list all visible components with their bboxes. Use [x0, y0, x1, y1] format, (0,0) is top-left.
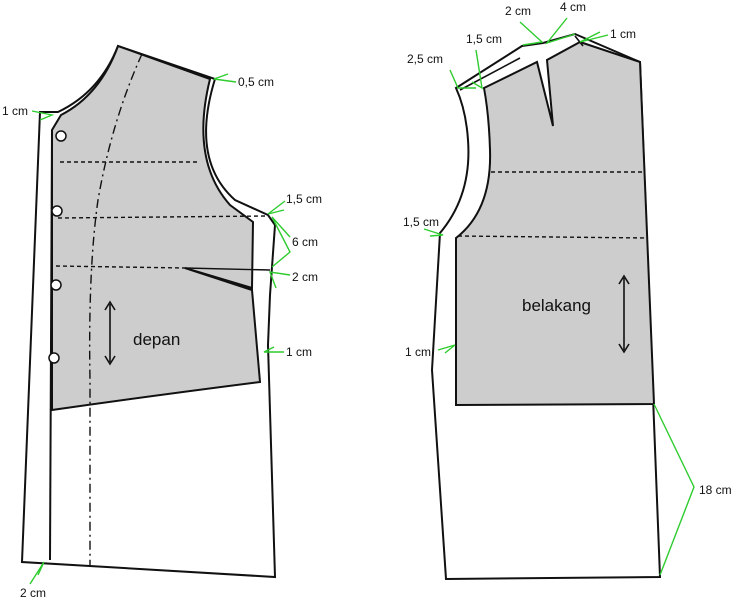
back-label-neck-left: 1,5 cm	[466, 32, 502, 46]
back-waist-line	[457, 235, 649, 239]
front-pattern-piece	[51, 44, 262, 412]
back-grain-arrow	[618, 274, 630, 354]
front-label-side-upper: 6 cm	[292, 235, 318, 249]
front-label-shoulder: 0,5 cm	[238, 75, 274, 89]
button-4	[48, 352, 60, 364]
back-label-neck-dart-length: 4 cm	[560, 0, 586, 14]
back-leaders	[423, 17, 695, 576]
front-bodice: depan	[20, 44, 277, 579]
front-label-dart: 2 cm	[292, 270, 318, 284]
front-label-armhole: 1,5 cm	[286, 192, 322, 206]
front-label-center-front: 1 cm	[2, 104, 28, 118]
back-bodice: belakang	[430, 32, 662, 581]
back-shoulder-seam	[459, 35, 584, 91]
back-label-shoulder-left: 2,5 cm	[407, 52, 443, 66]
button-1	[55, 130, 67, 142]
front-waist-line	[55, 265, 186, 269]
front-grain-arrow	[104, 300, 116, 366]
back-label-side: 1 cm	[405, 345, 431, 359]
back-label-side-length: 18 cm	[699, 483, 732, 497]
front-center-line	[49, 129, 53, 561]
front-label-hem: 2 cm	[20, 586, 46, 597]
front-lower-body	[50, 383, 263, 560]
front-dart-line-top	[184, 267, 271, 271]
back-title: belakang	[522, 296, 591, 315]
button-2	[51, 205, 63, 217]
front-title: depan	[133, 330, 180, 349]
front-grain-curve	[88, 53, 143, 565]
back-label-neck-right: 1 cm	[610, 27, 636, 41]
front-label-side-lower: 1 cm	[286, 345, 312, 359]
back-label-neck-dart-width: 2 cm	[505, 4, 531, 18]
front-leaders	[29, 73, 291, 585]
button-3	[50, 279, 62, 291]
back-label-armhole: 1,5 cm	[403, 215, 439, 229]
back-pattern-piece	[455, 40, 656, 407]
